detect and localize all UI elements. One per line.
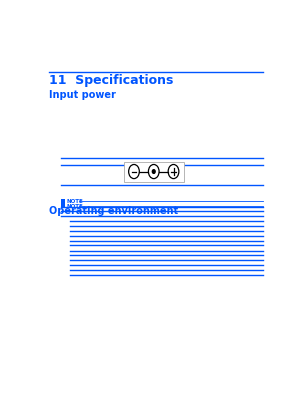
Text: NOTE: NOTE bbox=[67, 203, 83, 209]
Text: 11  Specifications: 11 Specifications bbox=[49, 74, 173, 87]
Text: Input power: Input power bbox=[49, 90, 116, 100]
FancyBboxPatch shape bbox=[61, 200, 65, 203]
Circle shape bbox=[152, 170, 155, 174]
Text: NOTE: NOTE bbox=[67, 199, 83, 204]
FancyBboxPatch shape bbox=[61, 204, 65, 208]
FancyBboxPatch shape bbox=[124, 162, 184, 182]
Text: Operating environment: Operating environment bbox=[49, 206, 178, 216]
